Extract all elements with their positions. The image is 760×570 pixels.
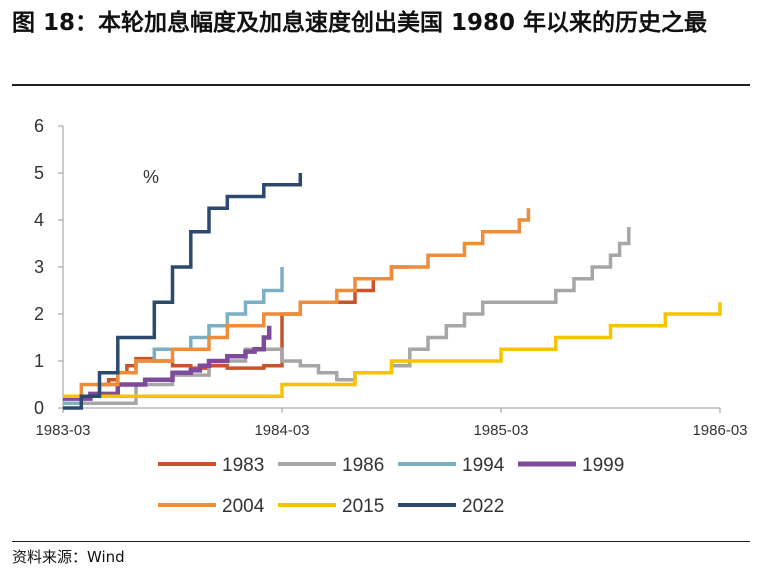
legend-label-1994: 1994 bbox=[462, 455, 505, 476]
series-line-1983 bbox=[63, 265, 410, 401]
x-tick-label: 1986-03 bbox=[692, 422, 747, 439]
legend-label-1986: 1986 bbox=[342, 455, 384, 476]
legend-label-2022: 2022 bbox=[462, 496, 504, 517]
title-divider bbox=[12, 84, 750, 86]
x-tick-label: 1985-03 bbox=[473, 422, 528, 439]
x-tick-label: 1984-03 bbox=[254, 422, 309, 439]
source-divider bbox=[12, 541, 750, 542]
legend-label-2004: 2004 bbox=[222, 496, 265, 517]
series-line-2015 bbox=[63, 302, 722, 399]
legend-label-2015: 2015 bbox=[342, 496, 384, 517]
unit-label: % bbox=[143, 167, 159, 187]
x-tick-label: 1983-03 bbox=[35, 422, 90, 439]
y-tick-label: 0 bbox=[34, 398, 44, 418]
y-tick-label: 2 bbox=[34, 304, 44, 324]
series-line-2022 bbox=[63, 173, 303, 410]
line-chart: 0 1 2 3 4 5 6 1983-03 1984-03 1985-03 1986-03% 1983… bbox=[34, 116, 748, 517]
series-line-2004 bbox=[63, 208, 531, 399]
legend-label-1983: 1983 bbox=[222, 455, 264, 476]
source-note: 资料来源：Wind bbox=[12, 548, 125, 566]
y-tick-label: 1 bbox=[34, 351, 44, 371]
y-tick-label: 4 bbox=[34, 210, 44, 230]
y-tick-label: 3 bbox=[34, 257, 44, 277]
series-line-1986 bbox=[63, 227, 631, 406]
chart-title: 图 18：本轮加息幅度及加息速度创出美国 1980 年以来的历史之最 bbox=[12, 10, 708, 36]
y-tick-label: 6 bbox=[34, 116, 44, 136]
legend-label-1999: 1999 bbox=[582, 455, 624, 476]
y-tick-label: 5 bbox=[34, 163, 44, 183]
